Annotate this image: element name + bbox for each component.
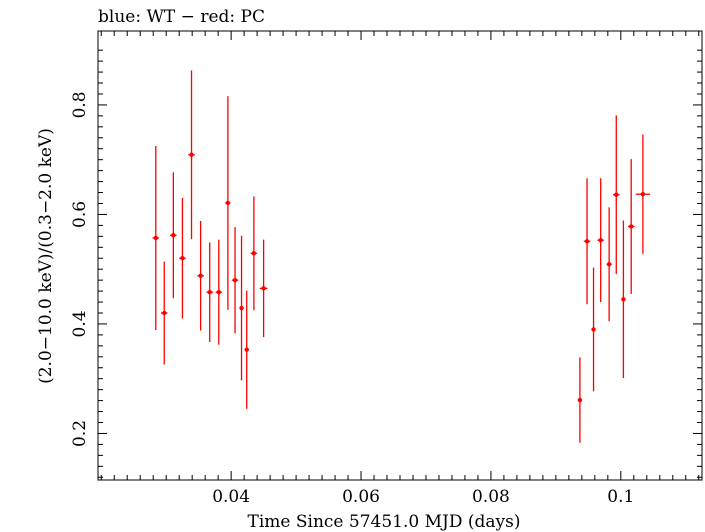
point-marker [244, 347, 249, 352]
data-point [152, 145, 160, 330]
data-point [627, 159, 635, 294]
point-marker [162, 310, 167, 316]
point-marker [606, 262, 612, 267]
point-marker [577, 397, 583, 403]
data-point [206, 242, 213, 343]
data-point [244, 290, 249, 409]
point-marker [225, 200, 231, 206]
y-tick-label: 0.2 [70, 420, 90, 447]
y-axis-label: (2.0−10.0 keV)/(0.3−2.0 keV) [36, 128, 56, 384]
data-series [152, 70, 651, 443]
x-tick-label: 0.06 [342, 487, 380, 507]
data-point [583, 178, 591, 305]
point-marker [189, 152, 194, 157]
point-marker [232, 277, 238, 283]
data-point [197, 221, 204, 331]
point-marker [261, 286, 266, 291]
x-tick-label: 0.04 [212, 487, 250, 507]
data-point [635, 134, 651, 254]
data-point [179, 198, 186, 319]
point-marker [239, 305, 244, 311]
point-marker [584, 239, 590, 244]
y-tick-label: 0.4 [70, 310, 90, 337]
data-point [591, 267, 596, 392]
data-point [606, 207, 612, 322]
y-axis: 0.2 0.4 0.6 0.8 [70, 49, 702, 478]
point-marker [153, 235, 159, 241]
data-point [231, 227, 239, 334]
x-axis: 0.04 0.06 0.08 0.1 [100, 31, 700, 507]
point-marker [598, 237, 603, 243]
point-marker [207, 289, 212, 295]
data-point [225, 96, 231, 310]
point-marker [180, 256, 185, 261]
y-tick-label: 0.6 [70, 201, 90, 228]
plot-frame [97, 30, 703, 481]
point-marker [640, 191, 646, 197]
data-point [621, 220, 626, 379]
data-point [215, 239, 223, 345]
x-tick-label: 0.08 [472, 487, 510, 507]
chart-title: blue: WT − red: PC [98, 7, 265, 27]
data-point [613, 115, 620, 275]
point-marker [614, 192, 619, 197]
point-marker [216, 289, 221, 295]
y-tick-label: 0.8 [70, 91, 90, 118]
point-marker [251, 251, 257, 256]
data-point [577, 357, 583, 443]
point-marker [198, 273, 203, 278]
point-marker [171, 233, 176, 238]
point-marker [621, 297, 626, 302]
x-axis-label: Time Since 57451.0 MJD (days) [248, 512, 521, 532]
data-point [597, 178, 604, 303]
point-marker [591, 327, 596, 332]
x-tick-label: 0.1 [607, 487, 634, 507]
point-marker [629, 224, 634, 229]
data-point [170, 172, 177, 299]
data-point [259, 239, 268, 338]
data-point [188, 70, 195, 240]
data-point [239, 235, 244, 381]
data-point [250, 196, 258, 311]
data-point [160, 261, 168, 365]
